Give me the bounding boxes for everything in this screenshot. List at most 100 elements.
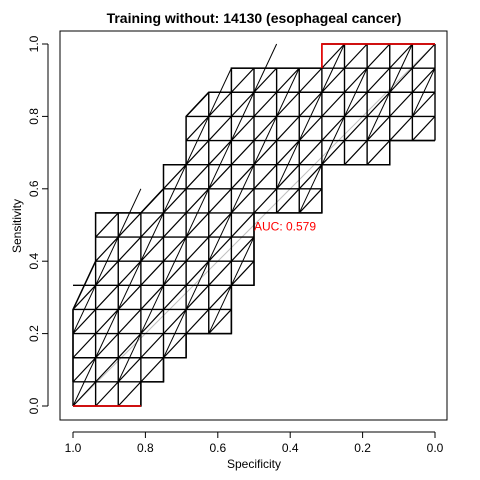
- roc-diagonal-segment: [298, 164, 323, 190]
- axes: 1.0 0.8 0.6 0.4 0.2 0.0 0.0 0.2 0.4 0.6 0.8 1.0: [27, 30, 448, 455]
- roc-diagonal-segment: [366, 115, 391, 141]
- roc-diagonal-segment: [72, 284, 97, 310]
- plot-area: [72, 43, 436, 407]
- roc-diagonal-segment: [208, 309, 232, 335]
- roc-diagonal-segment: [117, 333, 142, 383]
- roc-diagonal-segment: [208, 140, 232, 166]
- roc-diagonal-segment: [117, 333, 142, 359]
- roc-diagonal-segment: [95, 260, 119, 286]
- roc-diagonal-segment: [140, 260, 164, 286]
- roc-diagonal-segment: [411, 91, 436, 117]
- y-tick-label: 0.4: [27, 253, 41, 270]
- roc-diagonal-segment: [389, 115, 413, 141]
- roc-diagonal-segment: [230, 91, 255, 117]
- roc-diagonal-segment: [117, 309, 142, 335]
- roc-diagonal-segment: [253, 116, 278, 165]
- roc-highlight-segment: [321, 43, 435, 69]
- roc-diagonal-segment: [321, 43, 345, 93]
- roc-diagonal-segment: [344, 140, 368, 166]
- roc-diagonal-segment: [276, 67, 300, 117]
- roc-diagonal-segment: [185, 164, 210, 190]
- roc-diagonal-segment: [185, 115, 210, 141]
- roc-diagonal-segment: [298, 92, 323, 141]
- y-tick-label: 0.0: [27, 397, 41, 414]
- roc-diagonal-segment: [298, 164, 323, 214]
- roc-diagonal-segment: [298, 188, 323, 214]
- roc-diagonal-segment: [208, 284, 232, 310]
- roc-diagonal-segment: [208, 236, 232, 262]
- roc-diagonal-segment: [389, 43, 413, 93]
- roc-diagonal-segment: [389, 43, 413, 69]
- roc-diagonal-segment: [163, 236, 187, 286]
- roc-diagonal-segment: [276, 67, 300, 93]
- roc-diagonal-segment: [366, 91, 391, 117]
- roc-diagonal-segment: [230, 115, 255, 141]
- roc-diagonal-segment: [72, 357, 97, 383]
- roc-diagonal-segment: [344, 67, 368, 117]
- roc-diagonal-segment: [208, 212, 232, 238]
- roc-diagonal-segment: [163, 164, 187, 190]
- roc-diagonal-segment: [185, 236, 210, 262]
- roc-band-upper: [72, 43, 435, 382]
- roc-diagonal-segment: [230, 236, 255, 286]
- plot-frame: [59, 30, 448, 421]
- roc-diagonal-segment: [163, 260, 187, 286]
- roc-diagonal-segment: [389, 67, 413, 93]
- x-tick-label: 0.6: [209, 441, 226, 455]
- roc-diagonal-segment: [140, 236, 164, 262]
- roc-diagonal-segment: [208, 140, 232, 190]
- roc-diagonal-segment: [366, 140, 391, 166]
- roc-diagonal-segment: [185, 309, 210, 335]
- roc-diagonal-segment: [321, 140, 345, 166]
- roc-diagonal-segment: [321, 67, 345, 93]
- auc-annotation: AUC: 0.579: [254, 219, 316, 233]
- roc-diagonal-segment: [95, 236, 119, 262]
- roc-diagonal-segment: [344, 115, 368, 141]
- y-axis-label: Sensitivity: [10, 199, 24, 253]
- y-tick-label: 0.6: [27, 180, 41, 197]
- roc-diagonal-segment: [72, 357, 97, 407]
- roc-diagonal-segment: [95, 309, 119, 358]
- roc-diagonal-segment: [140, 285, 164, 334]
- roc-diagonal-segment: [95, 357, 119, 383]
- roc-diagonal-segment: [140, 357, 164, 383]
- roc-diagonal-segment: [163, 309, 187, 335]
- roc-diagonal-segment: [230, 260, 255, 286]
- roc-diagonal-segment: [276, 164, 300, 190]
- roc-diagonal-segment: [117, 284, 142, 310]
- roc-diagonal-segment: [389, 91, 413, 117]
- roc-diagonal-segment: [95, 284, 119, 310]
- roc-diagonal-segment: [298, 115, 323, 141]
- roc-diagonal-segment: [208, 115, 232, 141]
- roc-diagonal-segment: [276, 115, 300, 141]
- roc-diagonal-segment: [95, 236, 119, 286]
- roc-diagonal-segment: [72, 285, 97, 334]
- roc-diagonal-segment: [117, 260, 142, 286]
- roc-diagonal-segment: [230, 164, 255, 190]
- roc-diagonal-segment: [276, 188, 300, 214]
- roc-diagonal-segment: [366, 92, 391, 141]
- roc-diagonal-segment: [95, 381, 119, 407]
- roc-diagonal-segment: [117, 357, 142, 383]
- x-tick-label: 0.0: [427, 441, 444, 455]
- roc-diagonal-segment: [208, 212, 232, 262]
- roc-diagonal-segment: [253, 140, 278, 166]
- roc-diagonal-segment: [208, 188, 232, 214]
- roc-diagonal-segment: [298, 91, 323, 117]
- roc-diagonal-segment: [117, 260, 142, 310]
- x-tick-label: 1.0: [65, 441, 82, 455]
- roc-diagonal-segment: [163, 333, 187, 359]
- roc-diagonal-segment: [253, 115, 278, 141]
- roc-diagonal-segment: [185, 116, 210, 165]
- roc-diagonal-segment: [208, 285, 232, 334]
- roc-diagonal-segment: [163, 284, 187, 310]
- y-tick-label: 1.0: [27, 35, 41, 52]
- roc-diagonal-segment: [230, 92, 255, 141]
- x-axis-label: Specificity: [227, 457, 281, 471]
- roc-diagonal-segment: [230, 188, 255, 214]
- roc-diagonal-segment: [72, 309, 97, 335]
- roc-diagonal-segment: [208, 260, 232, 286]
- roc-diagonal-segment: [411, 43, 436, 69]
- roc-diagonal-segment: [185, 188, 210, 238]
